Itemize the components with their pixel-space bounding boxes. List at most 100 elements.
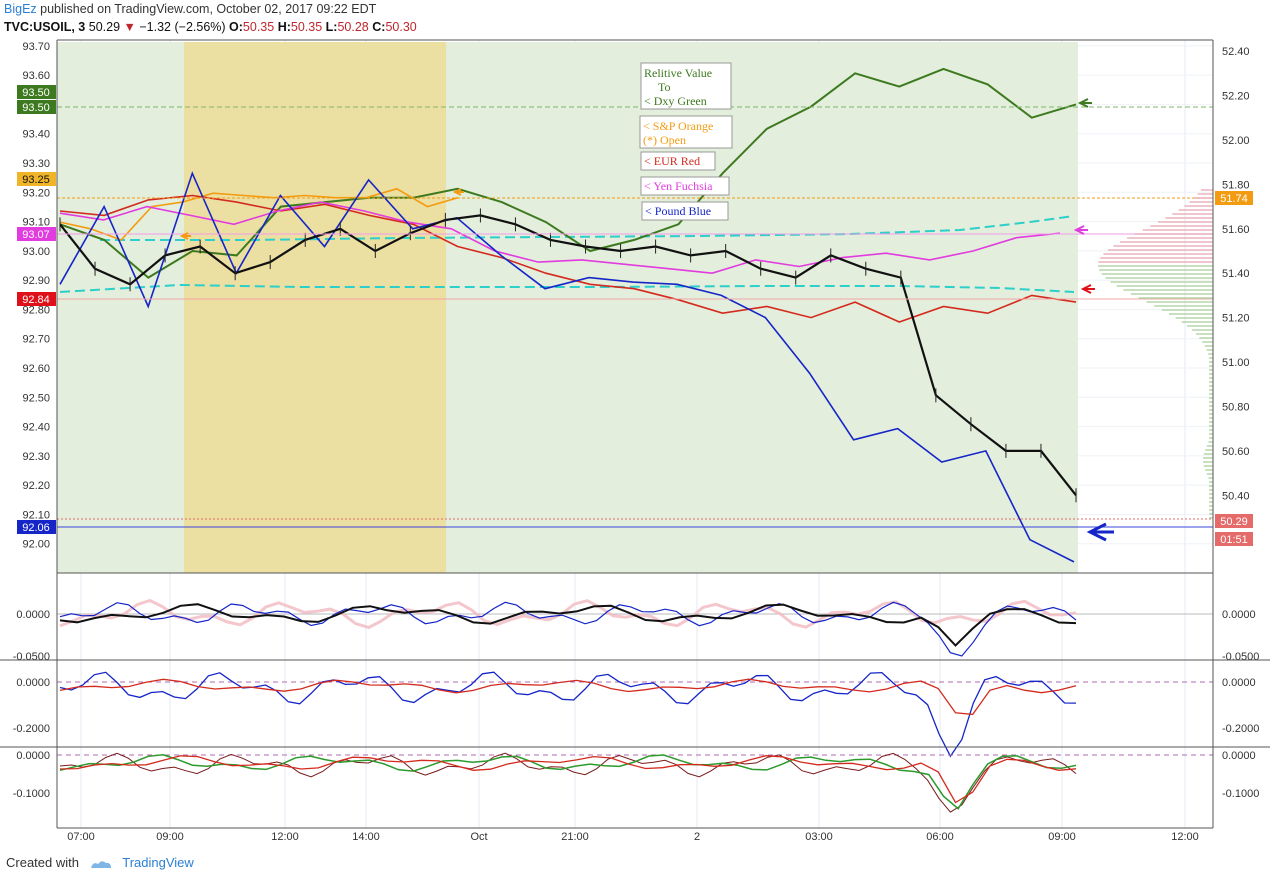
x-axis-tick: 12:00	[1171, 831, 1199, 843]
moving-average-line	[100, 215, 1075, 241]
right-tick-label: 0.0000	[1222, 677, 1256, 689]
right-price-badge	[1215, 514, 1253, 528]
left-tick-label: 0.0000	[16, 750, 50, 762]
right-axis-tick: 51.80	[1222, 179, 1250, 191]
open-label: O:	[229, 20, 243, 34]
down-arrow-icon: ▼	[123, 20, 136, 34]
legend-sp-label: < S&P Orange	[643, 119, 713, 133]
right-axis-tick: 50.80	[1222, 401, 1250, 413]
legend-box-pound	[641, 201, 729, 221]
right-price-badge-label: 51.74	[1220, 193, 1248, 205]
right-axis-tick: 52.20	[1222, 91, 1250, 103]
close-value: 50.30	[385, 20, 417, 34]
right-axis-tick: 50.40	[1222, 490, 1250, 502]
legend-box-eur	[640, 151, 716, 171]
left-price-badge	[17, 292, 56, 306]
right-axis-tick: 50.60	[1222, 446, 1250, 458]
legend-eur-label: < EUR Red	[644, 154, 700, 168]
series-line-dxy-green	[59, 67, 1077, 279]
publisher-user-link[interactable]: BigEz	[4, 2, 37, 16]
right-axis-tick: 51.60	[1222, 224, 1250, 236]
left-axis-tick: 92.50	[22, 392, 50, 404]
low-value: 50.28	[337, 20, 369, 34]
x-axis-tick: 03:00	[805, 831, 833, 843]
x-axis-tick: 06:00	[926, 831, 954, 843]
legend-pound-label: < Pound Blue	[645, 204, 711, 218]
right-axis-tick: 51.40	[1222, 268, 1250, 280]
created-with-text: Created with	[6, 855, 79, 870]
right-tick-label: 0.0000	[1222, 750, 1256, 762]
oscillator-line-red	[59, 678, 1077, 716]
left-axis-tick: 93.10	[22, 217, 50, 229]
series-line-eur-red	[59, 194, 1077, 323]
histogram-area	[59, 598, 1077, 630]
x-axis-tick: 2	[694, 831, 700, 843]
left-price-badge-label: 93.25	[22, 174, 50, 186]
publisher-line: BigEz published on TradingView.com, Octo…	[4, 2, 376, 16]
legend-dxy-label: < Dxy Green	[644, 94, 707, 108]
oscillator-line-black	[59, 603, 1077, 647]
left-axis-tick: 92.70	[22, 334, 50, 346]
left-axis-tick: 93.00	[22, 246, 50, 258]
left-price-badge	[17, 85, 56, 99]
right-price-badge-label: 50.29	[1220, 516, 1248, 528]
left-price-badge-label: 93.50	[22, 87, 50, 99]
oscillator-line-blue	[59, 671, 1077, 758]
series-line-yen-fuchsia	[59, 201, 1061, 275]
x-axis-tick: 12:00	[271, 831, 299, 843]
left-axis-tick: 93.60	[22, 70, 50, 82]
price-candles	[59, 214, 1077, 496]
right-price-badge	[1215, 532, 1253, 546]
legend-dxy-to: To	[658, 80, 671, 94]
oscillator-line-darkred	[59, 752, 1077, 813]
right-axis-tick: 51.00	[1222, 357, 1250, 369]
left-price-badge	[17, 227, 56, 241]
left-price-badge	[17, 172, 56, 186]
x-axis-tick: Oct	[470, 831, 487, 843]
close-label: C:	[372, 20, 386, 34]
left-axis-tick: 93.70	[22, 41, 50, 53]
right-tick-label: -0.1000	[1222, 788, 1259, 800]
tradingview-logo-icon	[90, 860, 111, 868]
left-axis-tick: 92.30	[22, 451, 50, 463]
right-axis-tick: 52.00	[1222, 135, 1250, 147]
left-axis-tick: 92.40	[22, 422, 50, 434]
left-tick-label: 0.0000	[16, 677, 50, 689]
left-tick-label: 0.0000	[16, 609, 50, 621]
legend-dxy-title: Relitive Value	[644, 66, 712, 80]
right-tick-label: -0.2000	[1222, 723, 1259, 735]
tradingview-link[interactable]: TradingView	[122, 855, 194, 870]
symbol-name: TVC:USOIL, 3	[4, 20, 86, 34]
oscillator-line-green	[59, 754, 1077, 810]
left-axis-tick: 92.20	[22, 480, 50, 492]
left-axis-tick: 92.90	[22, 275, 50, 287]
left-axis-tick: 92.80	[22, 304, 50, 316]
x-axis-tick: 09:00	[1048, 831, 1076, 843]
x-axis-tick: 09:00	[156, 831, 184, 843]
high-label: H:	[277, 20, 291, 34]
legend-box-yen	[640, 176, 730, 196]
left-price-badge-label: 93.07	[22, 229, 50, 241]
sp-session-shading	[184, 42, 446, 573]
x-axis-tick: 21:00	[561, 831, 589, 843]
right-axis-tick: 52.40	[1222, 46, 1250, 58]
price-change: −1.32 (−2.56%)	[139, 20, 226, 34]
left-tick-label: -0.1000	[13, 788, 50, 800]
right-tick-label: -0.0500	[1222, 651, 1259, 663]
left-axis-tick: 93.20	[22, 187, 50, 199]
low-label: L:	[325, 20, 338, 34]
high-value: 50.35	[290, 20, 323, 34]
legend-yen-label: < Yen Fuchsia	[644, 179, 713, 193]
legend-box-dxy	[640, 62, 732, 110]
x-axis-tick: 14:00	[352, 831, 380, 843]
legend-box-sp	[639, 115, 733, 149]
left-price-badge-label: 92.06	[22, 522, 50, 534]
open-value: 50.35	[242, 20, 275, 34]
right-axis-tick: 51.20	[1222, 313, 1250, 325]
right-price-badge-label: 01:51	[1220, 534, 1248, 546]
oscillator-line-blue	[59, 601, 1077, 657]
left-axis-tick: 92.10	[22, 509, 50, 521]
moving-average-line	[59, 283, 1075, 293]
left-axis-tick: 92.00	[22, 539, 50, 551]
